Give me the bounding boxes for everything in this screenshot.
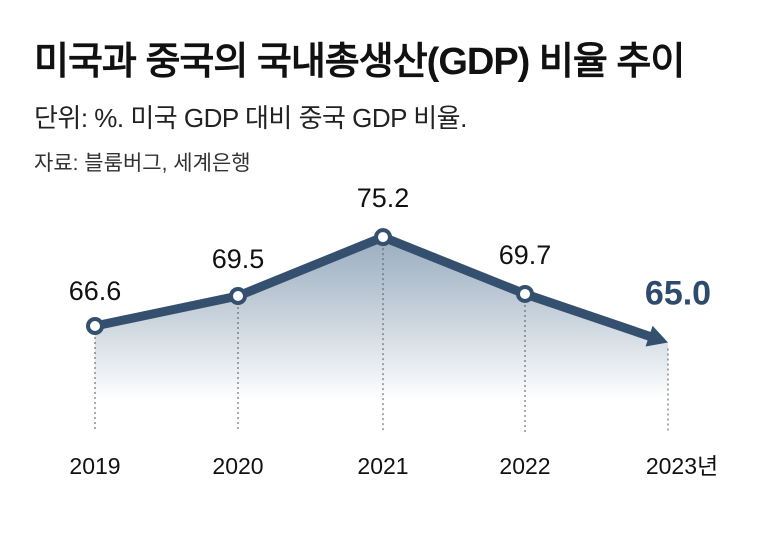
data-label-2023년: 65.0 bbox=[645, 275, 711, 313]
arrow-head-icon bbox=[645, 325, 668, 347]
x-tick-label-4: 2023년 bbox=[646, 453, 718, 479]
x-tick-label-0: 2019 bbox=[69, 453, 120, 479]
chart-subtitle: 단위: %. 미국 GDP 대비 중국 GDP 비율. bbox=[34, 103, 467, 133]
x-tick-label-1: 2020 bbox=[212, 453, 263, 479]
data-label-2019: 66.6 bbox=[69, 276, 122, 306]
data-label-2020: 69.5 bbox=[212, 244, 265, 274]
data-point-2020 bbox=[229, 287, 247, 306]
data-label-2021: 75.2 bbox=[357, 183, 410, 213]
data-source: 자료: 블룸버그, 세계은행 bbox=[34, 152, 251, 175]
data-point-2022 bbox=[516, 284, 534, 303]
x-tick-label-3: 2022 bbox=[499, 453, 550, 479]
x-tick-label-2: 2021 bbox=[357, 453, 408, 479]
chart-title: 미국과 중국의 국내총생산(GDP) 비율 추이 bbox=[34, 41, 685, 83]
data-point-2021 bbox=[374, 228, 392, 247]
area-fill bbox=[95, 237, 668, 400]
data-point-2019 bbox=[86, 317, 104, 335]
data-label-2022: 69.7 bbox=[499, 240, 552, 270]
